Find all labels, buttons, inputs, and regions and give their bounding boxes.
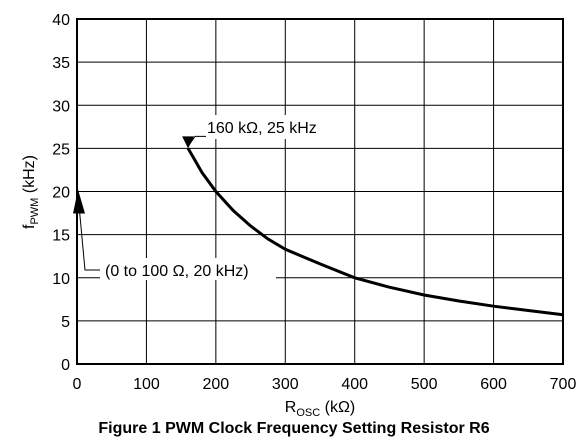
x-tick-label: 700 (550, 376, 577, 393)
y-tick-label: 35 (52, 55, 70, 72)
x-tick-label: 500 (411, 376, 438, 393)
annotations: 160 kΩ, 25 kHz (0 to 100 Ω, 20 kHz) (73, 115, 332, 280)
y-tick-label: 20 (52, 185, 70, 202)
annotation-label-start: 160 kΩ, 25 kHz (207, 120, 317, 137)
y-tick-label: 25 (52, 141, 70, 158)
pwm-frequency-chart: 0 100 200 300 400 500 600 700 0 5 10 15 20 25 30 35 40 1… (21, 12, 576, 419)
x-axis-label: ROSC (kΩ) (285, 399, 355, 419)
y-tick-label: 0 (61, 357, 70, 374)
annotation-arrowhead-origin (73, 189, 85, 214)
annotation-label-origin: (0 to 100 Ω, 20 kHz) (105, 263, 249, 280)
x-tick-label: 400 (341, 376, 368, 393)
annotation-leader-origin (78, 205, 100, 271)
x-tick-label: 0 (73, 376, 82, 393)
x-tick-label: 300 (272, 376, 299, 393)
figure-caption: Figure 1 PWM Clock Frequency Setting Res… (98, 420, 490, 437)
annotation-box-origin (100, 258, 276, 280)
y-tick-label: 40 (52, 12, 70, 29)
grid (76, 18, 564, 365)
x-tick-label: 100 (133, 376, 160, 393)
frequency-curve (186, 147, 564, 317)
y-tick-label: 30 (52, 98, 70, 115)
annotation-box-start (200, 115, 332, 139)
x-tick-label: 200 (203, 376, 230, 393)
annotation-arrowhead-start (182, 136, 195, 149)
tick-labels: 0 100 200 300 400 500 600 700 0 5 10 15 20 25 30 35 40 (52, 12, 576, 393)
y-tick-label: 10 (52, 271, 70, 288)
y-tick-label: 15 (52, 228, 70, 245)
y-tick-label: 5 (61, 314, 70, 331)
y-axis-label: fPWM (kHz) (21, 155, 41, 229)
x-tick-label: 600 (480, 376, 507, 393)
plot-border (76, 18, 564, 365)
